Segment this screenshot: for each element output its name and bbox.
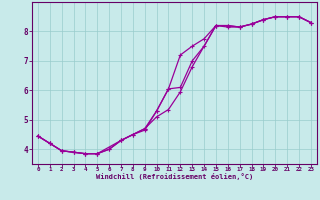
X-axis label: Windchill (Refroidissement éolien,°C): Windchill (Refroidissement éolien,°C): [96, 173, 253, 180]
